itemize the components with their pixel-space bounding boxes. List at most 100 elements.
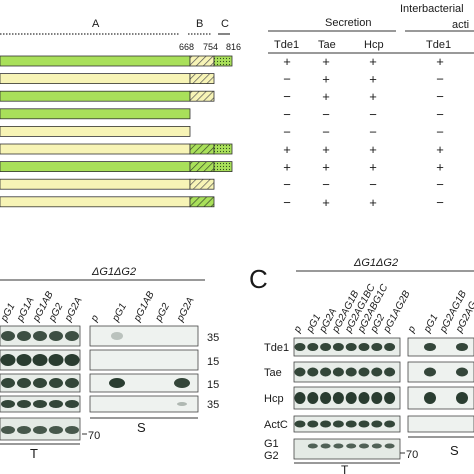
domain-c-segment bbox=[213, 161, 233, 173]
blot-band bbox=[1, 331, 15, 341]
blot-band bbox=[0, 354, 16, 366]
blot-band bbox=[320, 343, 332, 351]
domain-c-segment bbox=[213, 143, 233, 155]
sign-cells: + + + + − + + − − + + − − − − − − − − − + + + + + + + + − − − − − + + − bbox=[283, 54, 444, 210]
fraction-T-label: T bbox=[30, 446, 38, 461]
lane-label: pG1 bbox=[110, 302, 129, 325]
blot-band bbox=[345, 420, 357, 428]
domain-map: A B C 668 754 816 bbox=[0, 18, 241, 208]
blot-row-label: G2 bbox=[264, 450, 279, 462]
blot-band bbox=[65, 331, 79, 341]
activity-sign: − bbox=[369, 107, 377, 122]
mw-15-b: 15 bbox=[207, 379, 219, 391]
lane-label: pG1 bbox=[0, 302, 18, 325]
blot-row-label: Tde1 bbox=[264, 342, 289, 354]
activity-sign: − bbox=[436, 89, 444, 104]
panel-c-letter: C bbox=[249, 264, 268, 294]
construct-row bbox=[0, 108, 191, 120]
activity-sign: + bbox=[283, 142, 291, 157]
blot-band bbox=[65, 400, 79, 408]
activity-sign: + bbox=[436, 54, 444, 69]
blot-band bbox=[33, 426, 47, 434]
domain-a-segment bbox=[0, 126, 191, 137]
panel-c: C ΔG1ΔG2 p pG1pG2ApG2AG1BpG2AG1BCpG2ABG1C… bbox=[249, 257, 474, 474]
blot-band bbox=[346, 443, 357, 449]
activity-sign: − bbox=[283, 195, 291, 210]
lane-label: pG2 bbox=[153, 301, 172, 324]
blot-band bbox=[64, 354, 80, 366]
activity-sign: − bbox=[322, 107, 330, 122]
blot-band bbox=[17, 378, 31, 388]
activity-sign: − bbox=[283, 177, 291, 192]
blot-band bbox=[111, 332, 123, 340]
blot-band bbox=[371, 367, 383, 377]
activity-sign: − bbox=[436, 177, 444, 192]
blot-band bbox=[65, 426, 79, 434]
blot-band bbox=[371, 392, 383, 404]
construct-row bbox=[0, 90, 215, 102]
blot-row-label: ActC bbox=[264, 419, 288, 431]
blot-band bbox=[358, 392, 370, 404]
activity-sign: + bbox=[322, 160, 330, 175]
domain-b-segment bbox=[189, 73, 215, 84]
blot-band bbox=[320, 367, 332, 377]
activity-sign: + bbox=[283, 160, 291, 175]
blot-band bbox=[307, 392, 319, 404]
mw-70: 70 bbox=[88, 430, 100, 442]
activity-sign: − bbox=[369, 124, 377, 139]
activity-table: Secretion Interbacterial acti Tde1 Tae H… bbox=[268, 3, 474, 210]
domain-c-label: C bbox=[221, 18, 229, 30]
blot-band bbox=[1, 378, 15, 388]
activity-sign: − bbox=[283, 107, 291, 122]
blot-band bbox=[307, 443, 318, 449]
panel-b-blot-T bbox=[0, 325, 81, 441]
blot-band bbox=[49, 400, 63, 408]
activity-sign: − bbox=[283, 72, 291, 87]
blot-band bbox=[424, 392, 436, 404]
domain-a-segment bbox=[0, 108, 191, 120]
construct-row bbox=[0, 126, 191, 137]
domain-a-segment bbox=[0, 161, 191, 173]
activity-sign: + bbox=[436, 160, 444, 175]
domain-b-label: B bbox=[196, 18, 203, 30]
domain-a-segment bbox=[0, 73, 191, 84]
blot-band bbox=[1, 400, 15, 408]
activity-sign: − bbox=[322, 124, 330, 139]
interbacterial-subheader: acti bbox=[452, 19, 469, 31]
activity-sign: + bbox=[369, 89, 377, 104]
activity-sign: + bbox=[322, 72, 330, 87]
blot-row-label: Hcp bbox=[264, 393, 284, 405]
blot-band bbox=[333, 443, 344, 449]
construct-row bbox=[0, 73, 215, 84]
domain-b-segment bbox=[189, 55, 215, 67]
lane-label: pG2A bbox=[62, 295, 84, 324]
fraction-S-label: S bbox=[137, 420, 146, 435]
blot-band bbox=[384, 367, 396, 377]
domain-b-segment bbox=[189, 161, 215, 173]
secretion-header: Secretion bbox=[325, 17, 371, 29]
activity-sign: + bbox=[322, 142, 330, 157]
panel-c-genotype: ΔG1ΔG2 bbox=[353, 257, 398, 269]
construct-row bbox=[0, 178, 215, 190]
residue-816: 816 bbox=[226, 42, 241, 52]
blot-band bbox=[320, 420, 332, 428]
lane-label: p bbox=[405, 324, 418, 335]
blot-band bbox=[33, 378, 47, 388]
blot-band bbox=[33, 331, 47, 341]
domain-a-segment bbox=[0, 55, 191, 67]
domain-b-segment bbox=[189, 196, 215, 208]
blot-band bbox=[307, 343, 319, 351]
blot-band bbox=[294, 367, 306, 377]
blot-band bbox=[294, 343, 306, 351]
blot-band bbox=[456, 392, 468, 404]
activity-sign: + bbox=[322, 54, 330, 69]
blot-band bbox=[49, 378, 63, 388]
lane-label: pG1 bbox=[421, 313, 440, 336]
activity-sign: + bbox=[436, 142, 444, 157]
blot-band bbox=[424, 343, 436, 351]
panel-c-fraction-T-label: T bbox=[341, 463, 349, 474]
lane-label: p bbox=[88, 313, 101, 324]
blot-band bbox=[345, 343, 357, 351]
